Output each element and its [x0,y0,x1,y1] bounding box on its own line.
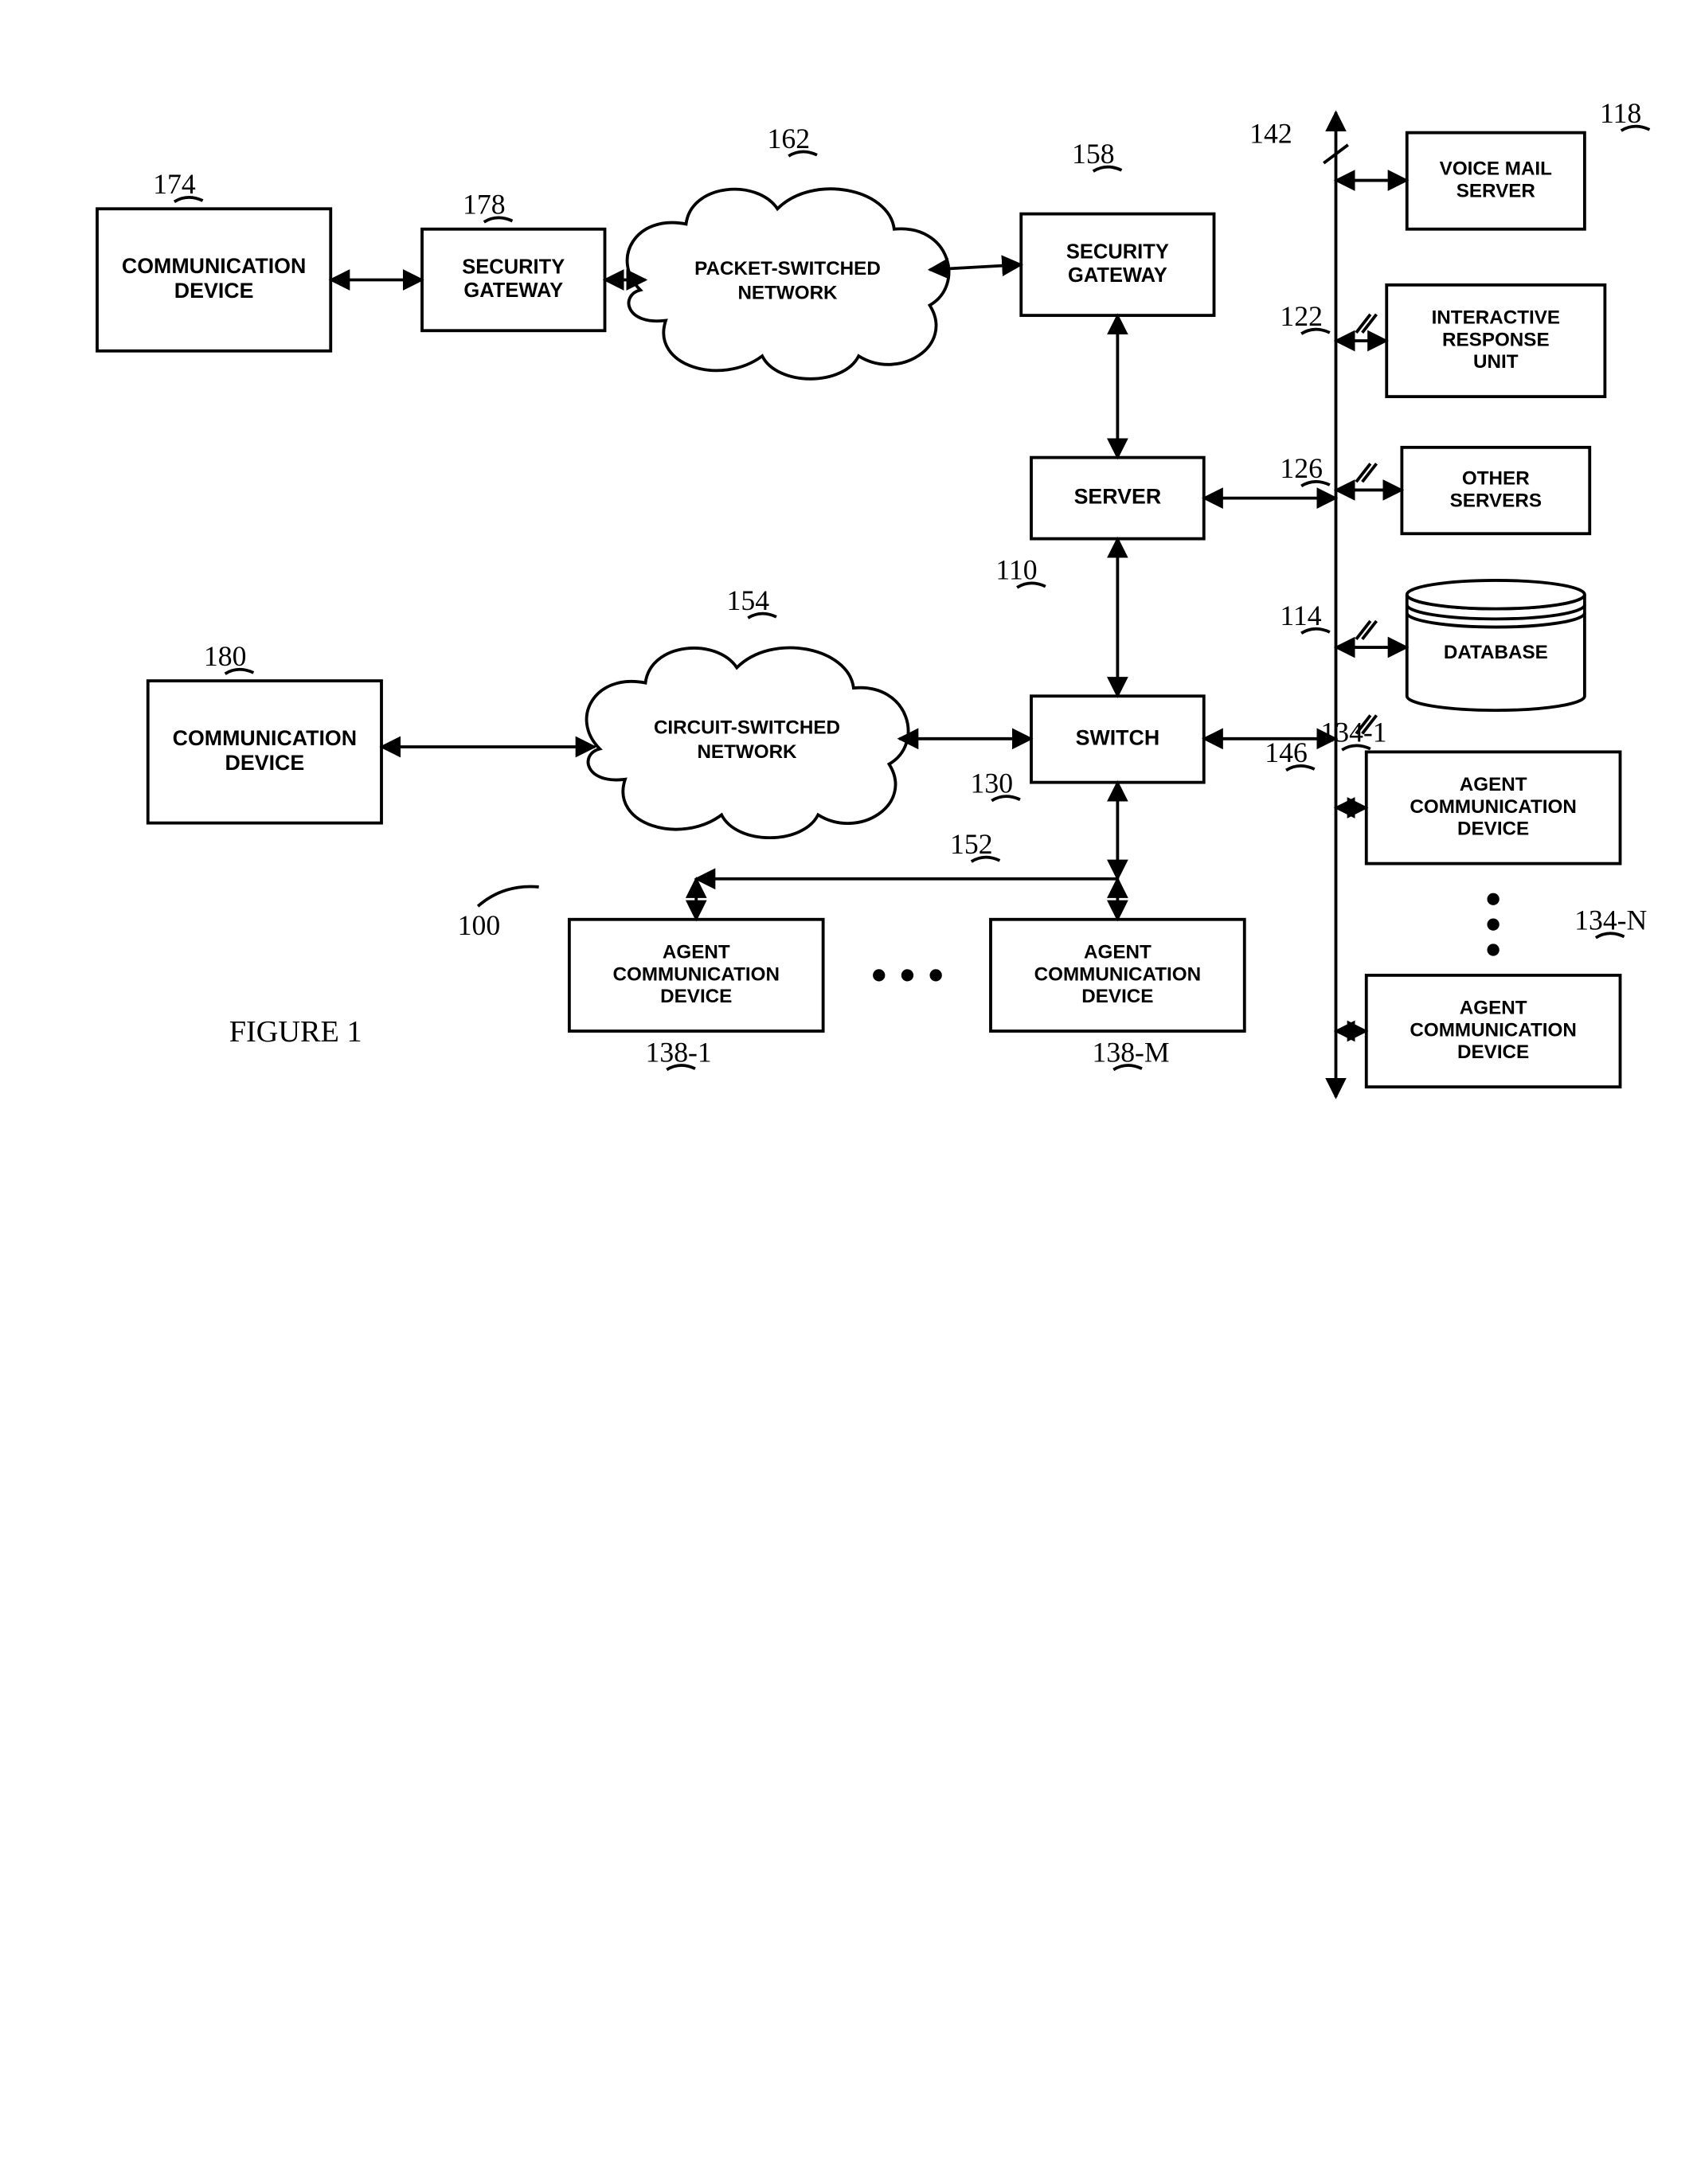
cloud-packet: PACKET-SWITCHED NETWORK 162 [628,123,949,379]
svg-text:154: 154 [727,584,770,616]
svg-text:DEVICE: DEVICE [225,751,305,775]
voice_mail: VOICE MAILSERVER 118 [1407,97,1650,229]
server_110: SERVER 110 [995,458,1203,588]
database: DATABASE 114 [1280,580,1585,710]
svg-text:DEVICE: DEVICE [174,279,254,303]
svg-text:SECURITY: SECURITY [1066,240,1169,263]
figure-label: FIGURE 1 [229,1015,362,1049]
svg-text:DATABASE: DATABASE [1444,642,1548,663]
svg-text:OTHER: OTHER [1462,468,1530,490]
svg-text:SECURITY: SECURITY [462,256,565,279]
svg-text:138-1: 138-1 [646,1036,712,1068]
svg-text:NETWORK: NETWORK [737,283,838,304]
svg-text:174: 174 [153,168,196,200]
agent_134_1: AGENTCOMMUNICATIONDEVICE 134-1 [1320,717,1620,864]
agent_138_1: AGENTCOMMUNICATIONDEVICE 138-1 [569,920,823,1070]
svg-text:SERVERS: SERVERS [1450,490,1542,511]
svg-text:AGENT: AGENT [1460,774,1527,795]
svg-text:GATEWAY: GATEWAY [463,279,563,302]
agent_138_m: AGENTCOMMUNICATIONDEVICE 138-M [991,920,1245,1070]
sec_gw_158: SECURITYGATEWAY 158 [1021,138,1214,315]
svg-text:GATEWAY: GATEWAY [1068,264,1167,287]
svg-text:162: 162 [768,123,811,154]
svg-text:142: 142 [1249,117,1292,149]
svg-text:118: 118 [1600,97,1641,129]
svg-text:SERVER: SERVER [1457,181,1535,202]
ref-146: 146 [1265,736,1308,768]
svg-text:AGENT: AGENT [1084,941,1152,963]
svg-text:122: 122 [1280,300,1323,332]
svg-text:UNIT: UNIT [1473,351,1519,373]
svg-text:COMMUNICATION: COMMUNICATION [173,726,357,750]
svg-text:DEVICE: DEVICE [660,986,732,1007]
cloud-circuit: CIRCUIT-SWITCHED NETWORK 154 [587,584,909,838]
svg-text:SWITCH: SWITCH [1076,726,1160,750]
svg-text:130: 130 [971,767,1014,799]
svg-text:AGENT: AGENT [1460,998,1527,1019]
svg-text:138-M: 138-M [1093,1036,1170,1068]
switch_130: SWITCH 130 [971,696,1204,800]
svg-text:COMMUNICATION: COMMUNICATION [122,254,306,278]
svg-text:114: 114 [1280,600,1321,631]
svg-text:AGENT: AGENT [663,941,730,963]
agent_134_n: AGENTCOMMUNICATIONDEVICE 134-N [1367,904,1648,1088]
svg-text:126: 126 [1280,452,1323,484]
svg-text:NETWORK: NETWORK [697,741,797,763]
svg-text:158: 158 [1072,138,1115,170]
ref-152: 152 [950,828,993,860]
svg-text:134-1: 134-1 [1320,717,1386,748]
svg-text:100: 100 [458,909,501,941]
svg-text:INTERACTIVE: INTERACTIVE [1432,307,1560,329]
svg-text:COMMUNICATION: COMMUNICATION [1034,963,1201,985]
svg-text:VOICE MAIL: VOICE MAIL [1440,158,1552,180]
sec_gw_178: SECURITYGATEWAY 178 [422,189,605,331]
svg-text:RESPONSE: RESPONSE [1442,329,1550,350]
svg-text:134-N: 134-N [1574,904,1647,936]
svg-text:PACKET-SWITCHED: PACKET-SWITCHED [694,258,881,279]
iru: INTERACTIVERESPONSEUNIT 122 [1280,285,1605,397]
svg-text:110: 110 [995,554,1037,586]
other_servers: OTHERSERVERS 126 [1280,447,1589,533]
svg-text:SERVER: SERVER [1074,485,1162,509]
svg-text:DEVICE: DEVICE [1457,1041,1529,1063]
diagram-canvas: 142 PACKET-SWITCHED NETWORK 162 CIRCUIT-SWI… [16,16,1681,1143]
comm_dev_180: COMMUNICATIONDEVICE 180 [148,640,381,823]
system-ref-100: 100 [458,886,539,940]
svg-text:DEVICE: DEVICE [1081,986,1153,1007]
comm_dev_174: COMMUNICATIONDEVICE 174 [97,168,330,351]
svg-text:CIRCUIT-SWITCHED: CIRCUIT-SWITCHED [654,717,840,738]
svg-text:COMMUNICATION: COMMUNICATION [613,963,780,985]
svg-text:COMMUNICATION: COMMUNICATION [1410,1019,1576,1041]
svg-text:COMMUNICATION: COMMUNICATION [1410,796,1576,818]
svg-text:DEVICE: DEVICE [1457,819,1529,840]
ellipsis-134 [1487,893,1499,956]
svg-text:180: 180 [204,640,247,672]
svg-text:178: 178 [463,189,506,221]
ellipsis-138 [873,969,942,981]
